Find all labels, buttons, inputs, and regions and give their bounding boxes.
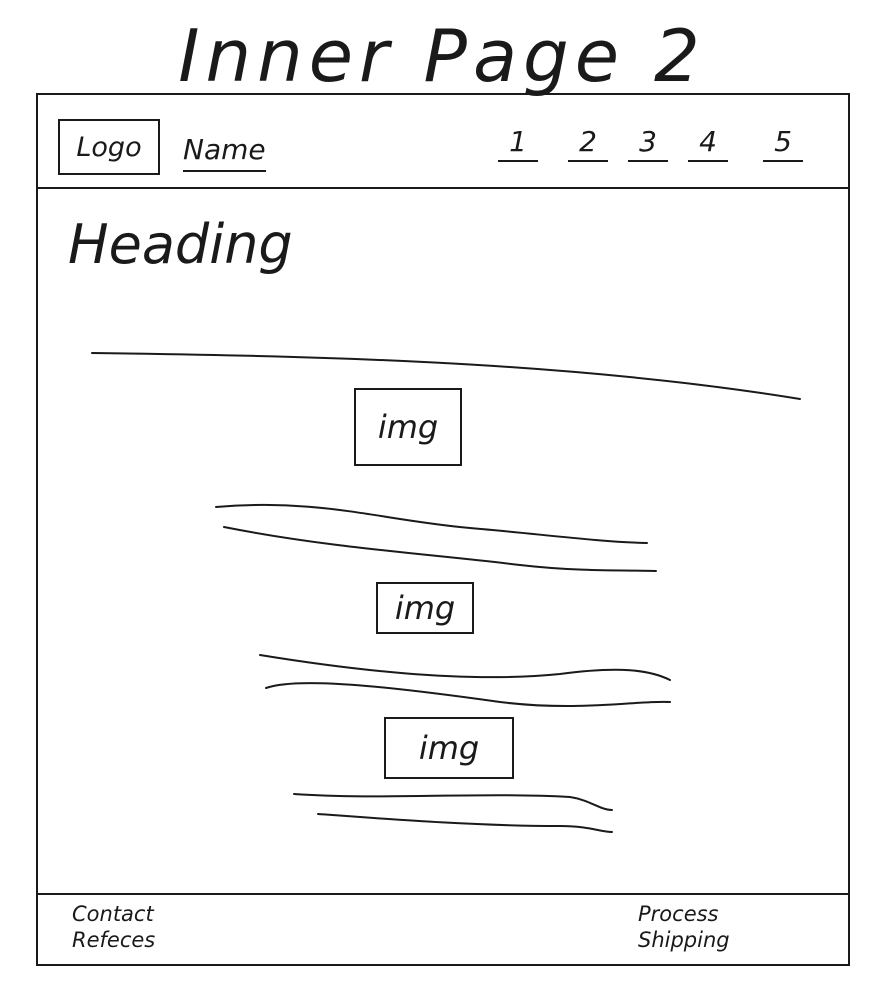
page-title: Inner Page 2 — [178, 14, 706, 98]
footer-link-process[interactable]: Process — [638, 902, 719, 926]
content-heading: Heading — [68, 213, 293, 276]
text-line — [265, 682, 671, 708]
text-line — [259, 654, 671, 681]
logo-placeholder[interactable]: Logo — [58, 119, 160, 175]
footer-links-left: Contact Refeces — [72, 901, 155, 953]
nav-item-1[interactable]: 1 — [498, 125, 538, 162]
footer-divider — [38, 893, 848, 895]
text-line — [317, 813, 613, 833]
footer-link-contact[interactable]: Contact — [72, 902, 154, 926]
image-placeholder-1: img — [354, 388, 462, 466]
nav-item-3[interactable]: 3 — [628, 125, 668, 162]
site-name[interactable]: Name — [183, 133, 266, 172]
text-line — [293, 793, 613, 811]
divider-line — [91, 352, 801, 400]
nav-item-5[interactable]: 5 — [763, 125, 803, 162]
footer-links-right: Process Shipping — [638, 901, 730, 953]
text-line — [223, 526, 657, 572]
nav-item-2[interactable]: 2 — [568, 125, 608, 162]
nav-item-4[interactable]: 4 — [688, 125, 728, 162]
image-placeholder-2: img — [376, 582, 474, 634]
page-frame: Logo Name 1 2 3 4 5 Heading img img img … — [36, 93, 850, 966]
footer-link-references[interactable]: Refeces — [72, 928, 156, 952]
text-line — [215, 503, 648, 544]
image-placeholder-3: img — [384, 717, 514, 779]
header-bar: Logo Name 1 2 3 4 5 — [38, 95, 848, 189]
footer-link-shipping[interactable]: Shipping — [638, 928, 730, 952]
